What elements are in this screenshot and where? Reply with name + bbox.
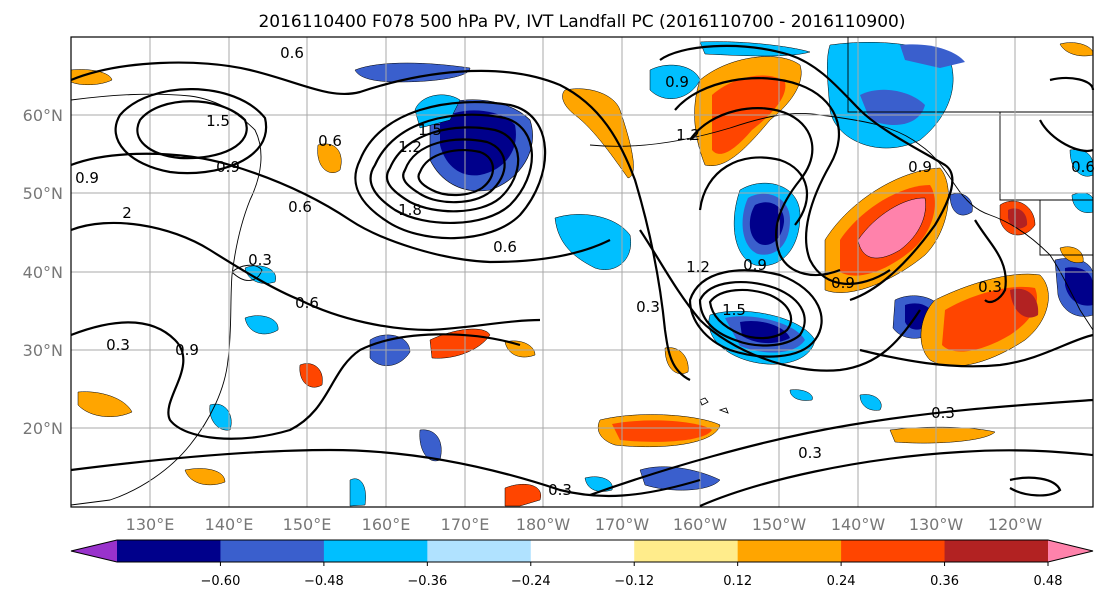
contour-label: 1.2 [686,258,710,276]
lat-label: 60°N [23,106,63,125]
longitude-labels: 130°E 140°E 150°E 160°E 170°E 180°W 170°… [126,515,1043,534]
contour-label: 0.6 [288,198,312,216]
lon-label: 130°E [126,515,175,534]
contour-label: 0.6 [318,132,342,150]
contour-label: 0.3 [106,336,130,354]
colorbar-tick-label: −0.24 [511,574,551,589]
contour-label: 0.3 [978,278,1002,296]
colorbar-cell [220,540,325,562]
contour-label: 0.9 [908,158,932,176]
colorbar-tick-label: −0.48 [304,574,344,589]
lon-label: 170°W [595,515,650,534]
contour-labels: 0.6 0.9 1.5 0.9 0.6 1.5 1.2 1.8 0.6 0.9 … [75,44,1095,499]
latitude-labels: 60°N 50°N 40°N 30°N 20°N [23,106,63,438]
contour-label: 0.3 [931,404,955,422]
contour-label: 0.9 [743,256,767,274]
lon-label: 180°W [516,515,571,534]
contour-label: 1.5 [722,301,746,319]
colorbar-tick-label: −0.60 [201,574,241,589]
contour-label: 1.2 [398,138,422,156]
colorbar-cell [427,540,532,562]
gridlines [71,37,1093,507]
lon-label: 160°W [673,515,728,534]
contour-label: 0.6 [280,44,304,62]
contour-label: 0.3 [548,481,572,499]
colorbar-extend-min [71,540,117,562]
coastlines [70,37,1094,506]
contour-label: 0.6 [493,238,517,256]
colorbar-tick-label: 0.48 [1034,574,1063,589]
lon-label: 140°E [205,515,254,534]
contour-label: 0.9 [831,274,855,292]
colorbar-tick-label: 0.24 [827,574,856,589]
map-frame [70,36,1094,508]
colorbar-cell [737,540,842,562]
colorbar-cell [634,540,739,562]
contour-label: 1.5 [206,112,230,130]
lat-label: 20°N [23,419,63,438]
contour-label: 2 [122,204,132,222]
contour-label: 0.9 [216,158,240,176]
colorbar-cell [530,540,635,562]
contour-label: 1.8 [398,201,422,219]
contour-label: 0.6 [295,294,319,312]
map-title: 2016110400 F078 500 hPa PV, IVT Landfall… [258,12,905,32]
colorbar-cell [117,540,221,562]
colorbar-tick-label: 0.36 [930,574,959,589]
colorbar-tick-label: −0.36 [407,574,447,589]
contour-label: 0.3 [798,444,822,462]
lon-label: 160°E [362,515,411,534]
pv-contours [70,44,1095,508]
contour-label: 0.9 [175,341,199,359]
colorbar-extend-max [1048,540,1093,562]
lon-label: 140°W [831,515,886,534]
contour-label: 0.3 [636,298,660,316]
lon-label: 120°W [988,515,1043,534]
colorbar-cell [944,540,1049,562]
colorbar-outline [70,539,1094,563]
lon-label: 130°W [909,515,964,534]
lat-label: 50°N [23,184,63,203]
contour-label: 0.3 [248,251,272,269]
lon-label: 150°E [283,515,332,534]
colorbar: −0.60 −0.48 −0.36 −0.24 −0.12 0.12 0.24 0.36 0.4… [70,539,1094,589]
colorbar-cells [70,539,1094,563]
lon-label: 150°W [752,515,807,534]
colorbar-tick-label: −0.12 [614,574,654,589]
lat-label: 40°N [23,263,63,282]
colorbar-tick-label: 0.12 [723,574,752,589]
lon-label: 170°E [441,515,490,534]
colorbar-ticks: −0.60 −0.48 −0.36 −0.24 −0.12 0.12 0.24 0.36 0.4… [201,562,1063,589]
colorbar-cell [323,540,428,562]
contour-label: 0.9 [665,73,689,91]
contour-label: 0.9 [75,169,99,187]
contour-label: 1.2 [676,126,700,144]
map-panel: 0.6 0.9 1.5 0.9 0.6 1.5 1.2 1.8 0.6 0.9 … [70,36,1095,508]
lat-label: 30°N [23,341,63,360]
colorbar-cell [841,540,946,562]
contour-label: 1.5 [418,121,442,139]
contour-label: 0.6 [1071,158,1095,176]
